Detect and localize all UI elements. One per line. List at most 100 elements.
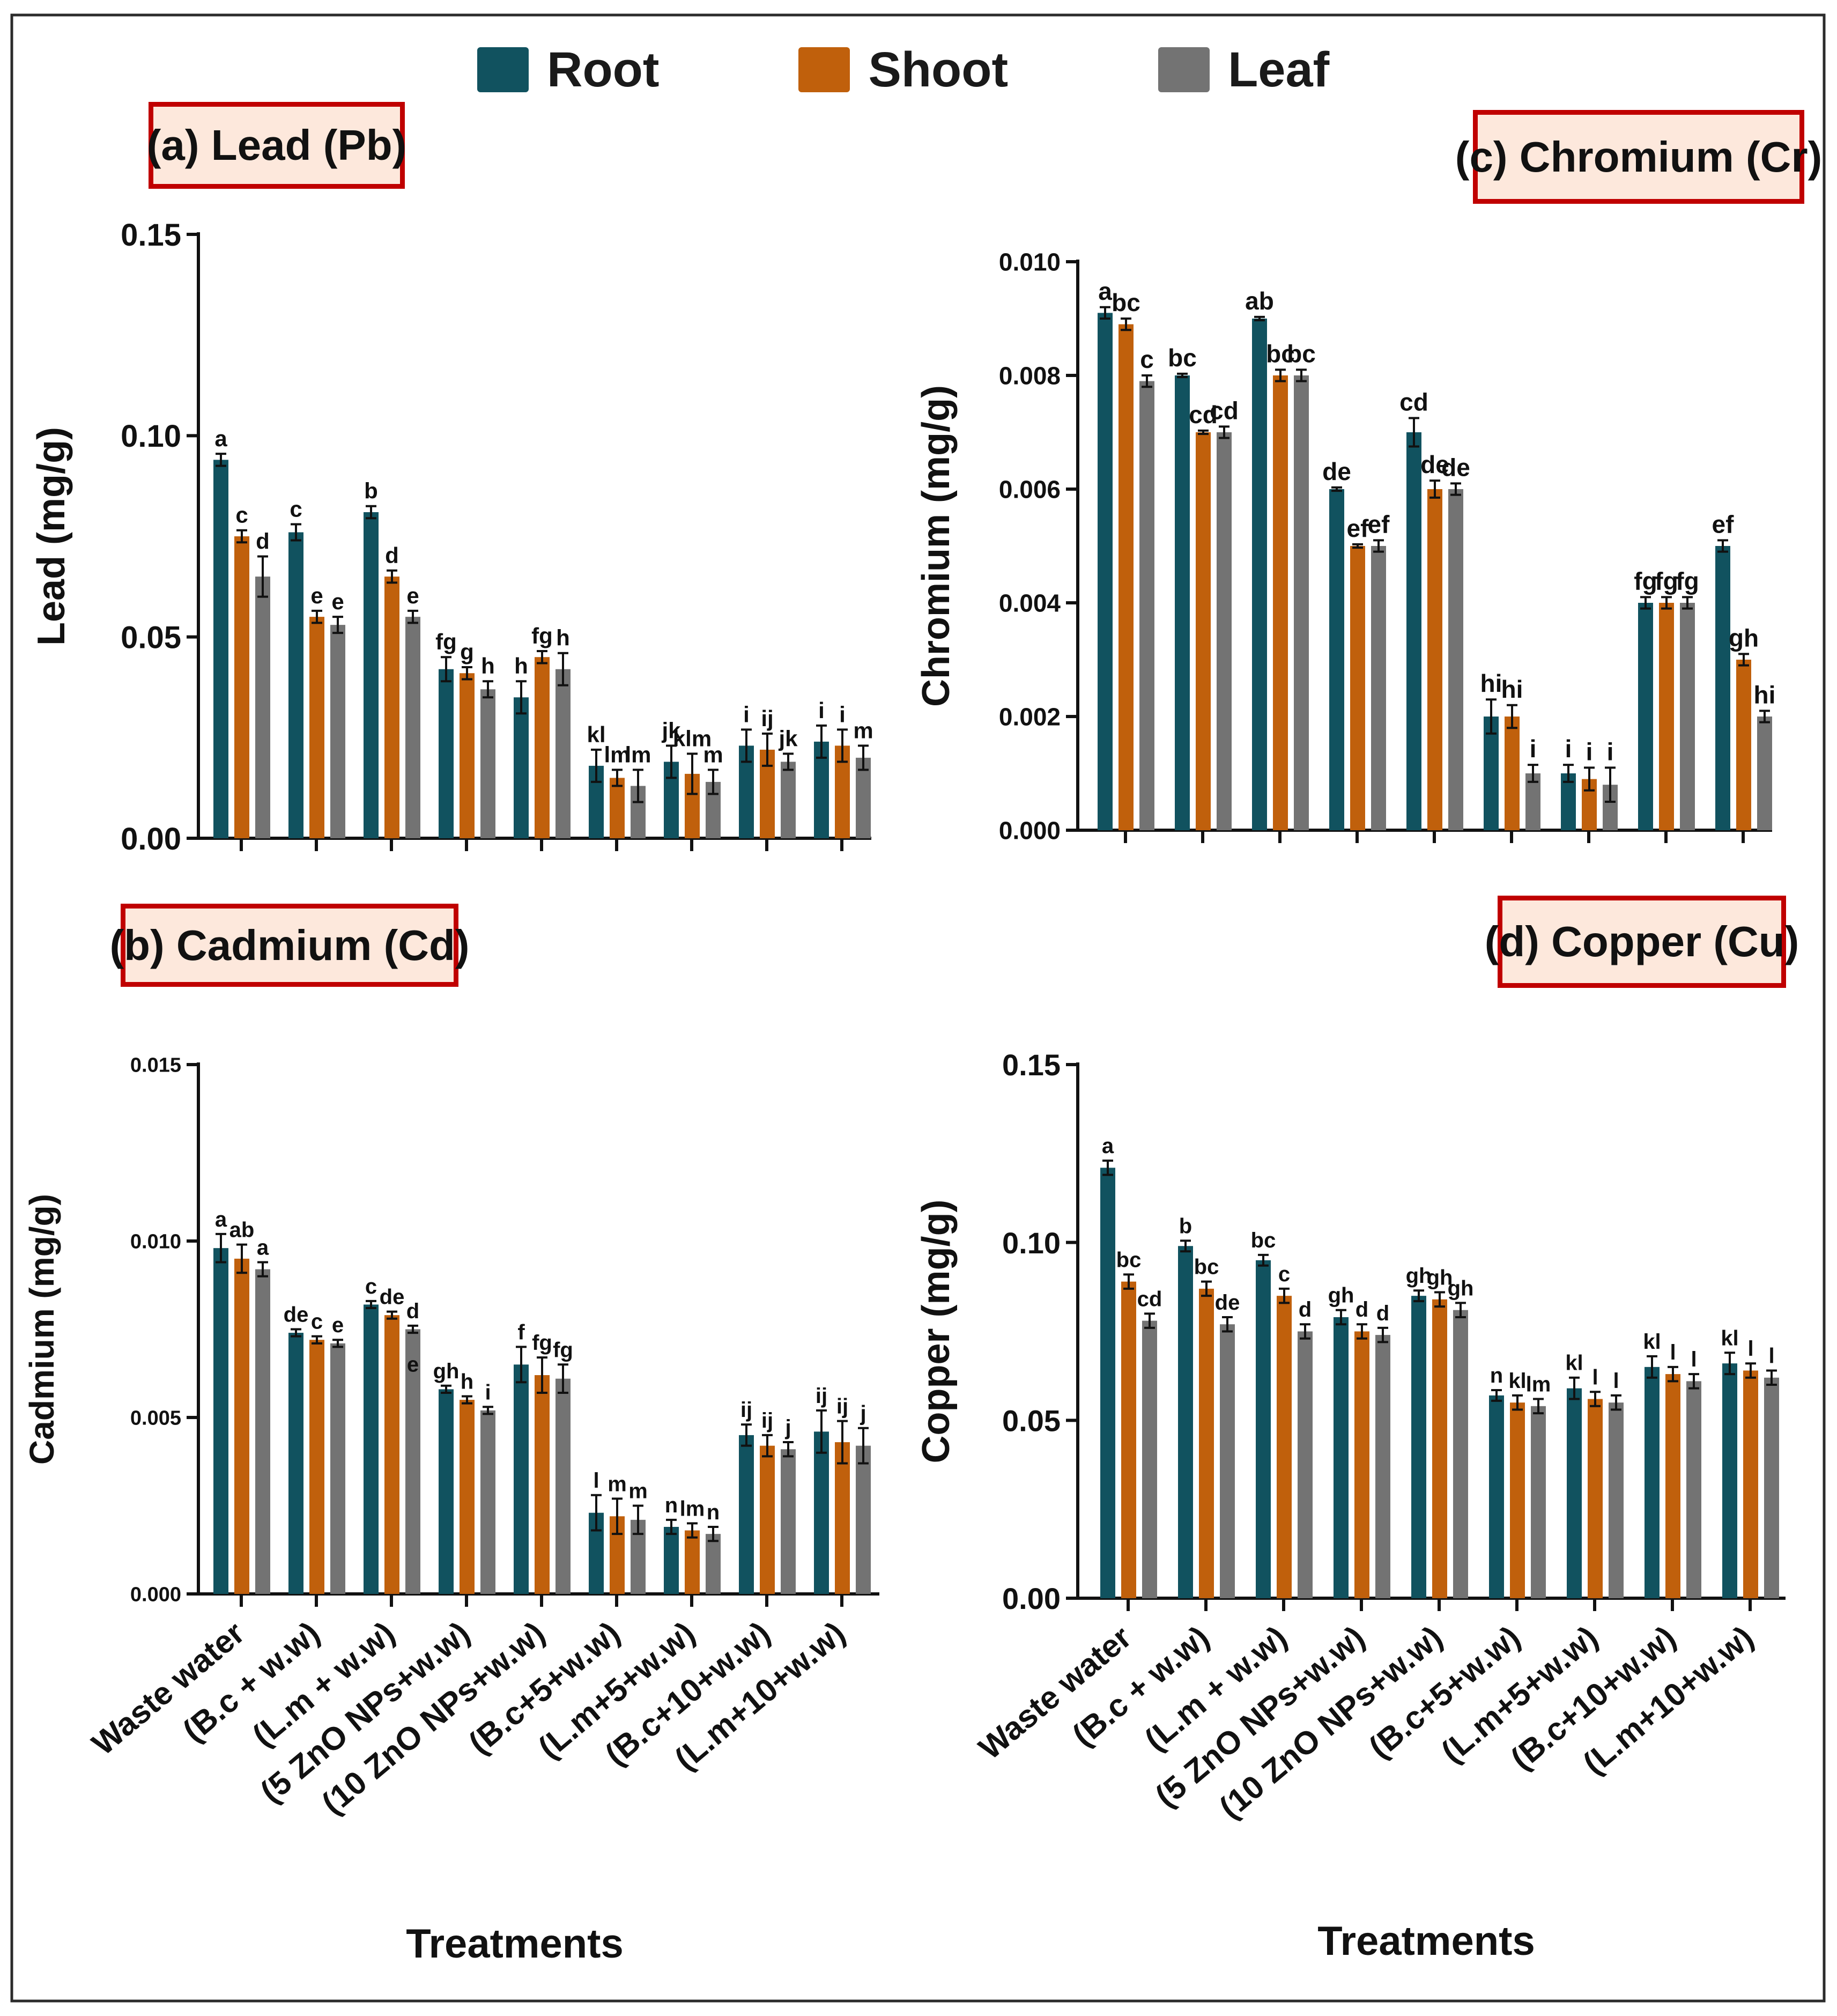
significance-letter: hi xyxy=(1754,681,1776,708)
legend-shoot: Shoot xyxy=(798,42,1008,98)
bar-root xyxy=(288,1333,303,1594)
significance-letter: ab xyxy=(1245,287,1274,315)
legend-root-swatch xyxy=(477,47,529,92)
significance-letter: c xyxy=(365,1275,377,1298)
significance-letter: m xyxy=(608,1472,627,1496)
bar-leaf xyxy=(555,1378,571,1594)
significance-letter: h xyxy=(481,653,495,678)
bar-shoot xyxy=(1432,1299,1447,1598)
bar-root xyxy=(213,460,228,838)
significance-letter: c xyxy=(1140,345,1154,373)
y-tick-label: 0.004 xyxy=(999,589,1061,617)
significance-letter: d xyxy=(406,1299,419,1323)
significance-letter: bc xyxy=(1266,339,1295,367)
bar-leaf xyxy=(781,762,796,838)
significance-letter: h xyxy=(556,625,570,651)
y-tick-label: 0.010 xyxy=(999,248,1061,276)
bar-shoot xyxy=(610,778,625,838)
bar-shoot xyxy=(1659,603,1674,830)
bar-leaf xyxy=(1453,1310,1468,1598)
bar-root xyxy=(1178,1246,1193,1598)
y-tick-label: 0.015 xyxy=(130,1054,181,1077)
significance-letter: ab xyxy=(229,1219,255,1242)
bar-root xyxy=(439,1389,454,1594)
significance-letter: n xyxy=(1490,1364,1503,1387)
bar-leaf xyxy=(330,625,345,838)
significance-letter: i xyxy=(1530,735,1537,763)
bar-shoot xyxy=(1510,1402,1525,1598)
significance-letter: cd xyxy=(1137,1287,1162,1311)
significance-letter: c xyxy=(290,496,302,521)
significance-letter: j xyxy=(784,1416,791,1439)
bar-leaf xyxy=(1375,1335,1390,1598)
significance-letter: b xyxy=(1179,1214,1192,1238)
significance-letter: d xyxy=(1299,1298,1312,1321)
bar-leaf xyxy=(1298,1331,1313,1598)
significance-letter: d xyxy=(385,543,399,568)
significance-letter: n xyxy=(707,1501,720,1524)
bar-shoot xyxy=(1505,717,1520,830)
significance-letter: d xyxy=(256,529,270,554)
significance-letter: ij xyxy=(761,1409,773,1432)
bar-shoot xyxy=(1119,324,1134,830)
bar-leaf xyxy=(1142,1320,1157,1598)
y-tick-label: 0.10 xyxy=(1002,1226,1061,1260)
bar-root xyxy=(1100,1168,1115,1598)
legend-shoot-label: Shoot xyxy=(868,42,1009,97)
significance-letter: l xyxy=(1670,1341,1676,1364)
significance-letter: h xyxy=(514,653,528,678)
bar-leaf xyxy=(1139,381,1154,830)
significance-letter: a xyxy=(1102,1134,1114,1158)
x-axis-title: Treatments xyxy=(1317,1918,1535,1964)
bar-root xyxy=(1329,489,1344,830)
significance-letter: i xyxy=(485,1380,491,1404)
bar-leaf xyxy=(480,689,495,838)
bar-root xyxy=(1715,546,1730,830)
panel-title-copper: (d) Copper (Cu) xyxy=(1485,896,1799,988)
y-tick-label: 0.000 xyxy=(130,1584,181,1606)
bar-leaf xyxy=(856,757,871,838)
legend-leaf-swatch xyxy=(1158,47,1210,92)
significance-letter: g xyxy=(460,639,474,664)
bar-leaf xyxy=(1371,546,1386,830)
significance-letter: cd xyxy=(1399,388,1428,416)
bar-root xyxy=(1334,1317,1349,1598)
legend-leaf: Leaf xyxy=(1158,42,1329,98)
bar-shoot xyxy=(1665,1374,1680,1598)
significance-letter: de xyxy=(1322,457,1351,485)
bar-shoot xyxy=(384,577,399,838)
significance-letter: bc xyxy=(1287,339,1316,367)
y-tick-label: 0.05 xyxy=(121,621,181,655)
significance-letter: e xyxy=(406,583,419,608)
y-tick-label: 0.10 xyxy=(121,419,181,454)
bar-shoot xyxy=(535,657,550,838)
significance-letter: lm xyxy=(680,1497,705,1520)
significance-letter: fg xyxy=(1634,567,1657,595)
bar-shoot xyxy=(1427,489,1442,830)
significance-letter: gh xyxy=(1328,1284,1354,1308)
bar-leaf xyxy=(1680,603,1695,830)
bar-root xyxy=(288,532,303,838)
panel-title-chromium: (c) Chromium (Cr) xyxy=(1455,110,1822,204)
bar-leaf xyxy=(1764,1377,1779,1598)
significance-letter: ef xyxy=(1712,510,1735,538)
significance-letter: i xyxy=(1607,737,1614,765)
bar-leaf xyxy=(1531,1406,1546,1598)
bar-shoot xyxy=(1277,1296,1292,1598)
significance-letter: l xyxy=(1613,1369,1619,1393)
significance-letter: de xyxy=(380,1286,405,1309)
significance-letter: de xyxy=(284,1303,309,1327)
significance-letter: fg xyxy=(553,1338,573,1362)
bar-shoot xyxy=(1350,546,1365,830)
panel-title-cadmium: (b) Cadmium (Cd) xyxy=(110,904,470,987)
bar-root xyxy=(514,697,529,838)
bar-leaf xyxy=(1294,375,1309,830)
legend-root-label: Root xyxy=(547,42,660,97)
bar-shoot xyxy=(234,536,249,838)
significance-letter: bc xyxy=(1116,1248,1142,1272)
significance-letter: kl xyxy=(587,722,605,747)
bar-root xyxy=(1489,1395,1504,1598)
significance-letter: lm xyxy=(604,742,630,767)
